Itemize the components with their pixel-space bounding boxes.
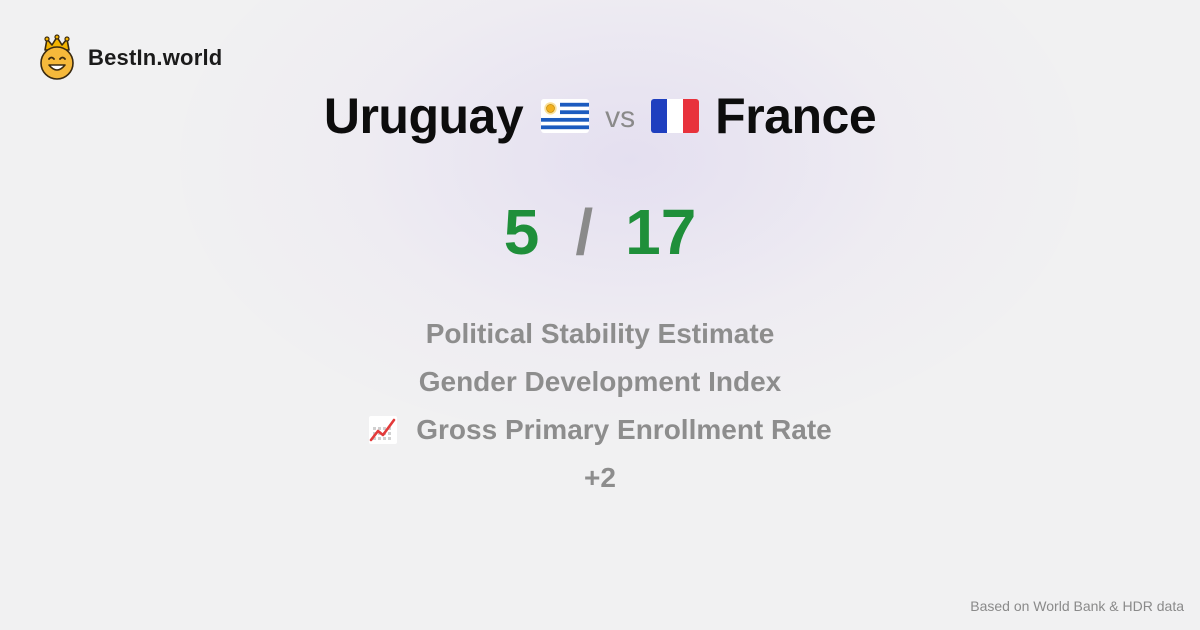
vs-label: vs bbox=[605, 101, 636, 134]
right-country-name: France bbox=[715, 88, 877, 144]
crown-smiley-icon bbox=[40, 34, 74, 80]
score: 5 / 17 bbox=[0, 192, 1200, 272]
metric-item: Gender Development Index bbox=[419, 358, 782, 406]
metric-label: Gross Primary Enrollment Rate bbox=[416, 414, 832, 445]
metrics-list: Political Stability Estimate Gender Deve… bbox=[0, 310, 1200, 502]
brand-name: BestIn.world bbox=[88, 45, 223, 70]
france-flag-icon bbox=[651, 99, 700, 133]
brand[interactable]: BestIn.world bbox=[38, 34, 222, 80]
metric-item: Political Stability Estimate bbox=[426, 310, 775, 358]
uruguay-flag-icon bbox=[541, 99, 590, 133]
comparison-title: Uruguay vs France bbox=[0, 84, 1200, 148]
metric-label: +2 bbox=[584, 462, 616, 493]
chart-increasing-icon bbox=[369, 416, 398, 444]
right-score: 17 bbox=[625, 196, 697, 268]
left-score: 5 bbox=[503, 196, 540, 268]
more-metrics-count[interactable]: +2 bbox=[584, 454, 616, 502]
metric-item: Gross Primary Enrollment Rate bbox=[368, 406, 832, 454]
metric-label: Political Stability Estimate bbox=[425, 318, 775, 349]
score-separator: / bbox=[575, 196, 594, 268]
left-country-name: Uruguay bbox=[323, 88, 524, 144]
data-source-note: Based on World Bank & HDR data bbox=[970, 598, 1184, 614]
metric-label: Gender Development Index bbox=[418, 366, 782, 397]
